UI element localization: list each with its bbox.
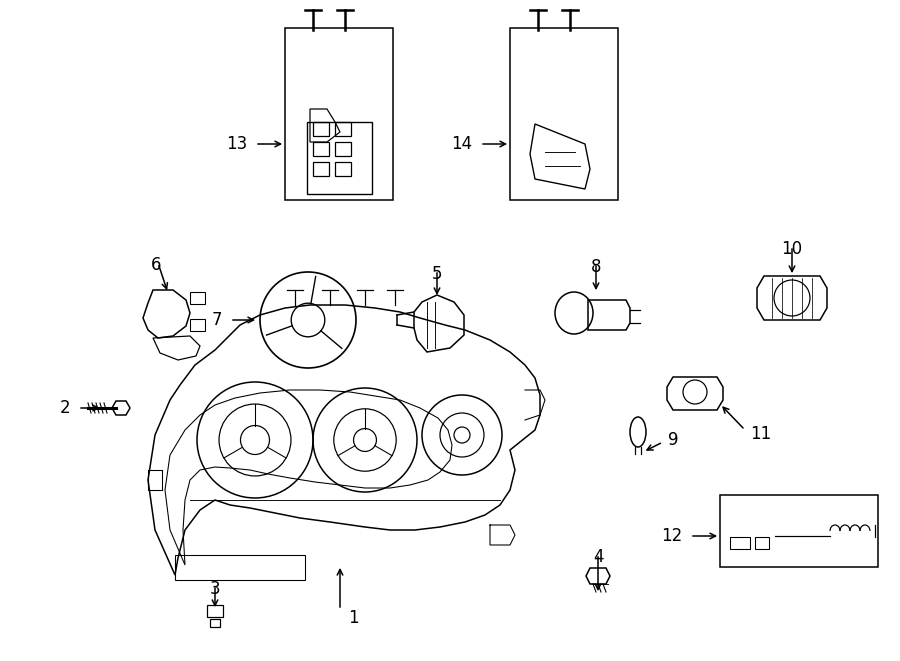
Text: 1: 1: [348, 609, 358, 627]
Text: 7: 7: [212, 311, 222, 329]
Text: 9: 9: [668, 431, 679, 449]
Text: 2: 2: [59, 399, 70, 417]
Text: 11: 11: [750, 425, 771, 443]
Bar: [720, 495, 878, 567]
Bar: [190, 319, 205, 331]
Bar: [307, 122, 372, 194]
Bar: [313, 162, 329, 176]
Bar: [755, 537, 769, 549]
Bar: [190, 292, 205, 304]
Text: 6: 6: [151, 256, 161, 274]
Bar: [510, 28, 618, 200]
Text: 14: 14: [451, 135, 472, 153]
Text: 10: 10: [781, 240, 803, 258]
Text: 3: 3: [210, 580, 220, 598]
Bar: [210, 619, 220, 627]
Text: 4: 4: [593, 548, 603, 566]
Bar: [313, 122, 329, 136]
Bar: [313, 142, 329, 156]
Bar: [335, 162, 351, 176]
Text: 12: 12: [661, 527, 682, 545]
Text: 13: 13: [226, 135, 247, 153]
Bar: [335, 122, 351, 136]
Text: 8: 8: [590, 258, 601, 276]
Text: 5: 5: [432, 265, 442, 283]
Bar: [285, 28, 393, 200]
Bar: [175, 555, 305, 580]
Bar: [207, 605, 223, 617]
Bar: [335, 142, 351, 156]
Bar: [730, 537, 750, 549]
